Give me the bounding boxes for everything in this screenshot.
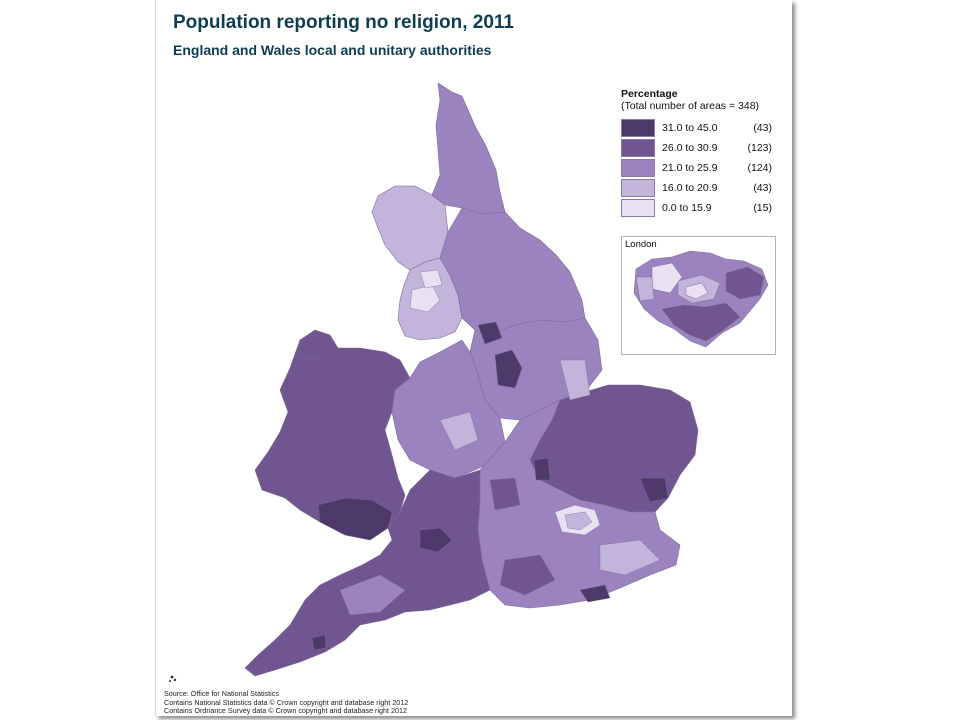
- legend-range: 0.0 to 15.9: [662, 202, 712, 214]
- london-inset: London: [621, 236, 776, 355]
- london-inset-map: [633, 250, 769, 348]
- patch-norfolk-dark: [639, 477, 669, 503]
- inset-label: London: [625, 239, 657, 250]
- patch-london-inner: [564, 511, 593, 531]
- legend-range: 21.0 to 25.9: [662, 162, 718, 174]
- patch-oxford: [489, 477, 521, 511]
- patch-birmingham-light: [439, 411, 479, 451]
- map-title: Population reporting no religion, 2011: [173, 12, 514, 33]
- copyright-line: Contains National Statistics data © Crow…: [164, 697, 409, 707]
- legend-range: 26.0 to 30.9: [662, 142, 718, 154]
- patch-cornwall-dark: [311, 634, 327, 651]
- source-note: Source: Office for National Statistics C…: [164, 689, 409, 716]
- legend-class-5: 0.0 to 15.9 (15): [621, 198, 791, 218]
- source-line: Source: Office for National Statistics: [164, 689, 279, 698]
- patch-nottingham: [494, 349, 523, 389]
- legend-class-2: 26.0 to 30.9 (123): [621, 138, 791, 158]
- region-yorkshire: [439, 207, 586, 333]
- region-west-midlands: [391, 339, 506, 479]
- london-west: [635, 276, 655, 302]
- legend-class-4: 16.0 to 20.9 (43): [621, 178, 791, 198]
- patch-kent-light: [599, 539, 661, 576]
- legend-count: (15): [753, 202, 772, 214]
- legend-range: 31.0 to 45.0: [662, 122, 718, 134]
- isles-of-scilly: [169, 675, 177, 682]
- legend-class-1: 31.0 to 45.0 (43): [621, 118, 791, 138]
- legend-swatch: [621, 119, 655, 137]
- region-south-west: [244, 469, 491, 677]
- map-legend: Percentage (Total number of areas = 348)…: [621, 88, 791, 218]
- legend-swatch: [621, 199, 655, 217]
- legend-total: (Total number of areas = 348): [621, 100, 760, 112]
- legend-swatch: [621, 139, 655, 157]
- patch-yorkshire-dark: [477, 321, 503, 345]
- legend-swatch: [621, 159, 655, 177]
- legend-heading: Percentage: [621, 88, 678, 100]
- london-east: [725, 266, 765, 300]
- patch-devon-light: [339, 574, 406, 616]
- legend-count: (43): [753, 182, 772, 194]
- legend-count: (43): [753, 122, 772, 134]
- london-central: [685, 282, 709, 300]
- patch-south-wales: [317, 497, 393, 541]
- region-north-east: [431, 82, 506, 215]
- legend-swatch: [621, 179, 655, 197]
- legend-count: (124): [747, 162, 772, 174]
- region-cumbria: [371, 185, 449, 271]
- map-subtitle: England and Wales local and unitary auth…: [173, 42, 492, 58]
- patch-anglesey: [297, 331, 333, 361]
- patch-leicester-light: [559, 359, 591, 401]
- patch-dorset-dark: [579, 584, 611, 603]
- copyright-line: Contains Ordnance Survey data © Crown co…: [164, 706, 408, 716]
- london-south: [661, 302, 741, 342]
- patch-cumbria-light: [419, 269, 443, 289]
- legend-class-3: 21.0 to 25.9 (124): [621, 158, 791, 178]
- patch-bedford-dark: [533, 457, 551, 481]
- legend-range: 16.0 to 20.9: [662, 182, 718, 194]
- legend-count: (123): [747, 142, 772, 154]
- patch-gloucestershire: [419, 527, 453, 553]
- patch-hampshire: [499, 554, 556, 596]
